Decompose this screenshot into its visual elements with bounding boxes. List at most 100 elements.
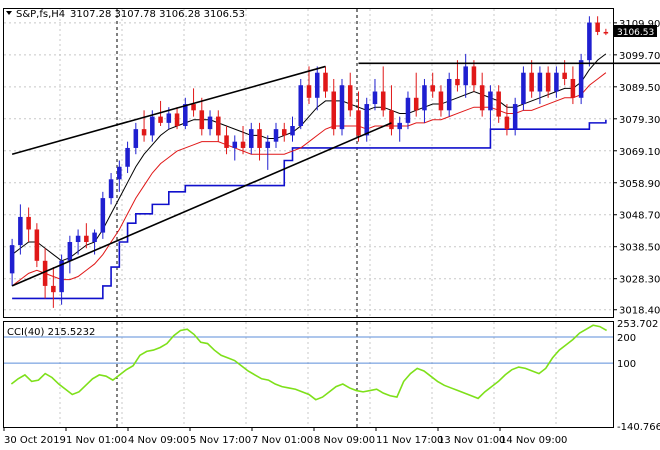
price-tick-label: 3089.50: [619, 83, 660, 94]
candle-body: [141, 129, 147, 136]
cci-axis: 253.702 200 100 -140.7664: [617, 319, 660, 433]
candle-body: [281, 129, 287, 136]
candle-body: [570, 78, 576, 98]
time-tick-label: 13 Nov 01:00: [438, 435, 505, 446]
candle-body: [413, 97, 419, 111]
candle-body: [306, 85, 312, 98]
candle-body: [92, 232, 97, 243]
candle-body: [512, 104, 518, 130]
time-tick-label: 1 Nov 01:00: [66, 435, 127, 446]
candle-body: [446, 78, 452, 111]
cci-panel-frame: [3, 321, 614, 428]
candle-body: [75, 235, 81, 243]
candle-body: [183, 104, 188, 127]
current-price-marker: [614, 25, 657, 37]
candle-body: [504, 116, 510, 130]
price-tick-label: 3058.90: [619, 179, 660, 190]
price-tick-label: 3028.30: [619, 275, 660, 286]
trend-lines: [11, 62, 660, 287]
candle-body: [463, 66, 468, 86]
candle-body: [331, 91, 337, 130]
current-price-label: 3106.53: [617, 28, 654, 38]
price-axis: 3109.90 3099.70 3089.50 3079.30 3069.10 3058.…: [613, 19, 660, 317]
candle-body: [224, 135, 229, 148]
candle-body: [339, 85, 345, 130]
time-tick-label: 7 Nov 01:00: [252, 435, 313, 446]
candle-body: [471, 66, 477, 86]
candle-body: [422, 85, 427, 111]
cci-tick-label: 100: [617, 359, 636, 370]
candle-body: [166, 113, 172, 123]
candle-body: [521, 72, 526, 105]
cci-indicator-label: CCI(40) 215.5232: [7, 327, 95, 338]
candle-body: [158, 116, 163, 123]
candle-body: [438, 91, 444, 111]
candle-body: [595, 22, 600, 32]
candle-body: [34, 229, 40, 261]
cci-tick-label: -140.7664: [617, 422, 660, 433]
candle-body: [257, 129, 262, 148]
candle-body: [323, 72, 328, 92]
candle-body: [405, 97, 411, 123]
candle-body: [430, 85, 435, 92]
time-tick-label: 30 Oct 2019: [4, 435, 66, 446]
time-tick-label: 8 Nov 09:00: [314, 435, 375, 446]
trend-line[interactable]: [11, 122, 392, 287]
time-tick-label: 4 Nov 09:00: [128, 435, 189, 446]
candle-body: [51, 285, 56, 293]
price-tick-label: 3079.30: [619, 115, 660, 126]
candle-body: [545, 72, 551, 92]
time-tick-label: 5 Nov 17:00: [190, 435, 251, 446]
candle-body: [479, 85, 485, 111]
candle-body: [240, 141, 246, 148]
candle-body: [100, 198, 106, 233]
price-tick-label: 3099.70: [619, 51, 660, 62]
collapse-triangle-icon[interactable]: [6, 11, 12, 15]
candle-body: [389, 110, 394, 130]
candle-body: [496, 91, 501, 117]
cci-grid: [4, 322, 613, 427]
candle-body: [199, 110, 205, 130]
candle-body: [191, 104, 196, 111]
candle-body: [380, 91, 386, 111]
candle-body: [232, 141, 238, 148]
chart-ohlc-readout: 3107.28 3107.78 3106.28 3106.53: [70, 9, 245, 20]
cci-tick-label: 253.702: [617, 319, 658, 330]
candle-body: [174, 113, 180, 127]
candle-body: [18, 216, 23, 246]
candle-body: [603, 31, 609, 34]
candle-body: [84, 235, 89, 243]
candle-body: [554, 72, 559, 92]
candle-body: [59, 260, 64, 293]
candle-body: [9, 245, 15, 274]
candle-body: [26, 216, 31, 230]
time-tick-label: 11 Nov 17:00: [376, 435, 443, 446]
candle-body: [529, 72, 534, 92]
candle-body: [372, 91, 378, 105]
candle-body: [108, 179, 114, 199]
candle-body: [150, 116, 155, 136]
candle-body: [455, 78, 460, 86]
candle-body: [42, 260, 48, 286]
time-tick-label: 14 Nov 09:00: [500, 435, 567, 446]
price-tick-label: 3048.70: [619, 211, 660, 222]
candle-body: [249, 129, 254, 148]
candle-body: [216, 116, 221, 136]
candle-body: [265, 141, 271, 148]
candle-body: [488, 91, 493, 111]
candle-body: [356, 110, 361, 136]
candle-body: [364, 104, 369, 136]
cci-tick-label: 200: [617, 333, 636, 344]
price-tick-label: 3018.40: [619, 306, 660, 317]
candle-body: [314, 72, 320, 98]
price-tick-label: 3109.90: [619, 19, 660, 30]
trend-line[interactable]: [11, 65, 326, 155]
candle-body: [587, 22, 592, 61]
candle-body: [290, 126, 295, 136]
candle-body: [273, 129, 279, 142]
candles: [9, 16, 609, 308]
cci-line: [10, 324, 608, 401]
candle-body: [117, 166, 122, 180]
price-tick-label: 3038.50: [619, 243, 660, 254]
chart-symbol-title: S&P,fs,H4: [16, 9, 65, 20]
